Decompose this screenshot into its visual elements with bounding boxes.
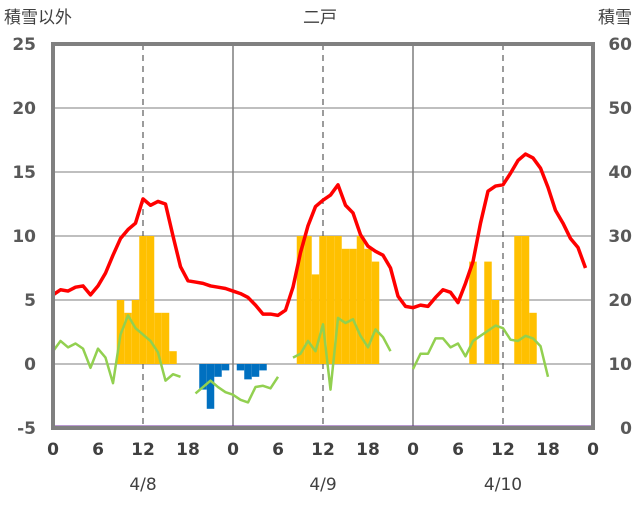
bar-11 xyxy=(221,364,230,371)
y-left-tick-5: 0 xyxy=(24,355,36,375)
x-tick-6: 12 xyxy=(311,440,335,460)
x-tick-7: 18 xyxy=(356,440,380,460)
left-axis-label: 積雪以外 xyxy=(4,8,72,28)
bar-31 xyxy=(521,236,530,364)
green-line-segment-1 xyxy=(194,376,280,404)
bar-21 xyxy=(334,236,342,364)
y-left-tick-1: 20 xyxy=(12,99,36,119)
bar-28 xyxy=(484,261,492,364)
x-tick-2: 12 xyxy=(131,440,155,460)
bar-19 xyxy=(319,236,327,364)
bars-layer xyxy=(116,236,537,409)
frame-layer xyxy=(51,42,595,430)
x-tick-4: 0 xyxy=(227,440,239,460)
bar-29 xyxy=(491,300,500,364)
x-tick-8: 0 xyxy=(407,440,419,460)
green-line-segment-0 xyxy=(51,314,181,385)
right-axis-label: 積雪 xyxy=(598,8,632,28)
y-right-tick-5: 10 xyxy=(608,355,632,375)
y-left-tick-0: 25 xyxy=(12,35,36,55)
y-right-tick-3: 30 xyxy=(608,227,632,247)
y-right-tick-1: 50 xyxy=(608,99,632,119)
date-label-1: 4/9 xyxy=(309,475,336,495)
bar-17 xyxy=(304,236,312,364)
bar-24 xyxy=(356,236,365,364)
y-right-tick-0: 60 xyxy=(608,35,632,55)
date-label-0: 4/8 xyxy=(129,475,156,495)
bar-27 xyxy=(469,261,477,364)
x-tick-0: 0 xyxy=(47,440,59,460)
bar-7 xyxy=(169,351,177,364)
chart-title: 二戸 xyxy=(303,8,337,28)
x-tick-9: 6 xyxy=(452,440,464,460)
bar-3 xyxy=(139,236,147,364)
y-left-tick-3: 10 xyxy=(12,227,36,247)
bar-16 xyxy=(296,236,305,364)
x-tick-10: 12 xyxy=(491,440,515,460)
bar-9 xyxy=(206,364,215,409)
bar-22 xyxy=(341,248,350,364)
bar-2 xyxy=(131,300,140,364)
bar-6 xyxy=(161,312,170,364)
bar-1 xyxy=(124,312,132,364)
plot-frame xyxy=(51,42,595,430)
y-left-tick-6: -5 xyxy=(17,419,36,439)
bar-18 xyxy=(311,274,320,364)
temperature-line xyxy=(52,152,588,318)
bar-4 xyxy=(146,236,155,364)
x-tick-5: 6 xyxy=(272,440,284,460)
y-right-tick-4: 20 xyxy=(608,291,632,311)
bar-12 xyxy=(236,364,245,371)
bar-8 xyxy=(199,364,207,390)
green-line-segment-3 xyxy=(411,324,550,378)
y-right-tick-6: 0 xyxy=(620,419,632,439)
bar-26 xyxy=(371,261,380,364)
y-left-tick-4: 5 xyxy=(24,291,36,311)
bar-14 xyxy=(251,364,260,377)
x-tick-12: 0 xyxy=(587,440,599,460)
x-tick-3: 18 xyxy=(176,440,200,460)
bar-25 xyxy=(364,248,372,364)
bar-13 xyxy=(244,364,252,380)
bar-20 xyxy=(326,236,335,364)
bar-30 xyxy=(514,236,522,364)
date-label-2: 4/10 xyxy=(484,475,522,495)
bar-23 xyxy=(349,248,357,364)
bar-15 xyxy=(259,364,267,371)
y-right-tick-2: 40 xyxy=(608,163,632,183)
green-line-segment-2 xyxy=(292,316,392,391)
x-tick-11: 18 xyxy=(536,440,560,460)
x-tick-1: 6 xyxy=(92,440,104,460)
bar-5 xyxy=(154,312,162,364)
bar-10 xyxy=(214,364,222,377)
y-left-tick-2: 15 xyxy=(12,163,36,183)
